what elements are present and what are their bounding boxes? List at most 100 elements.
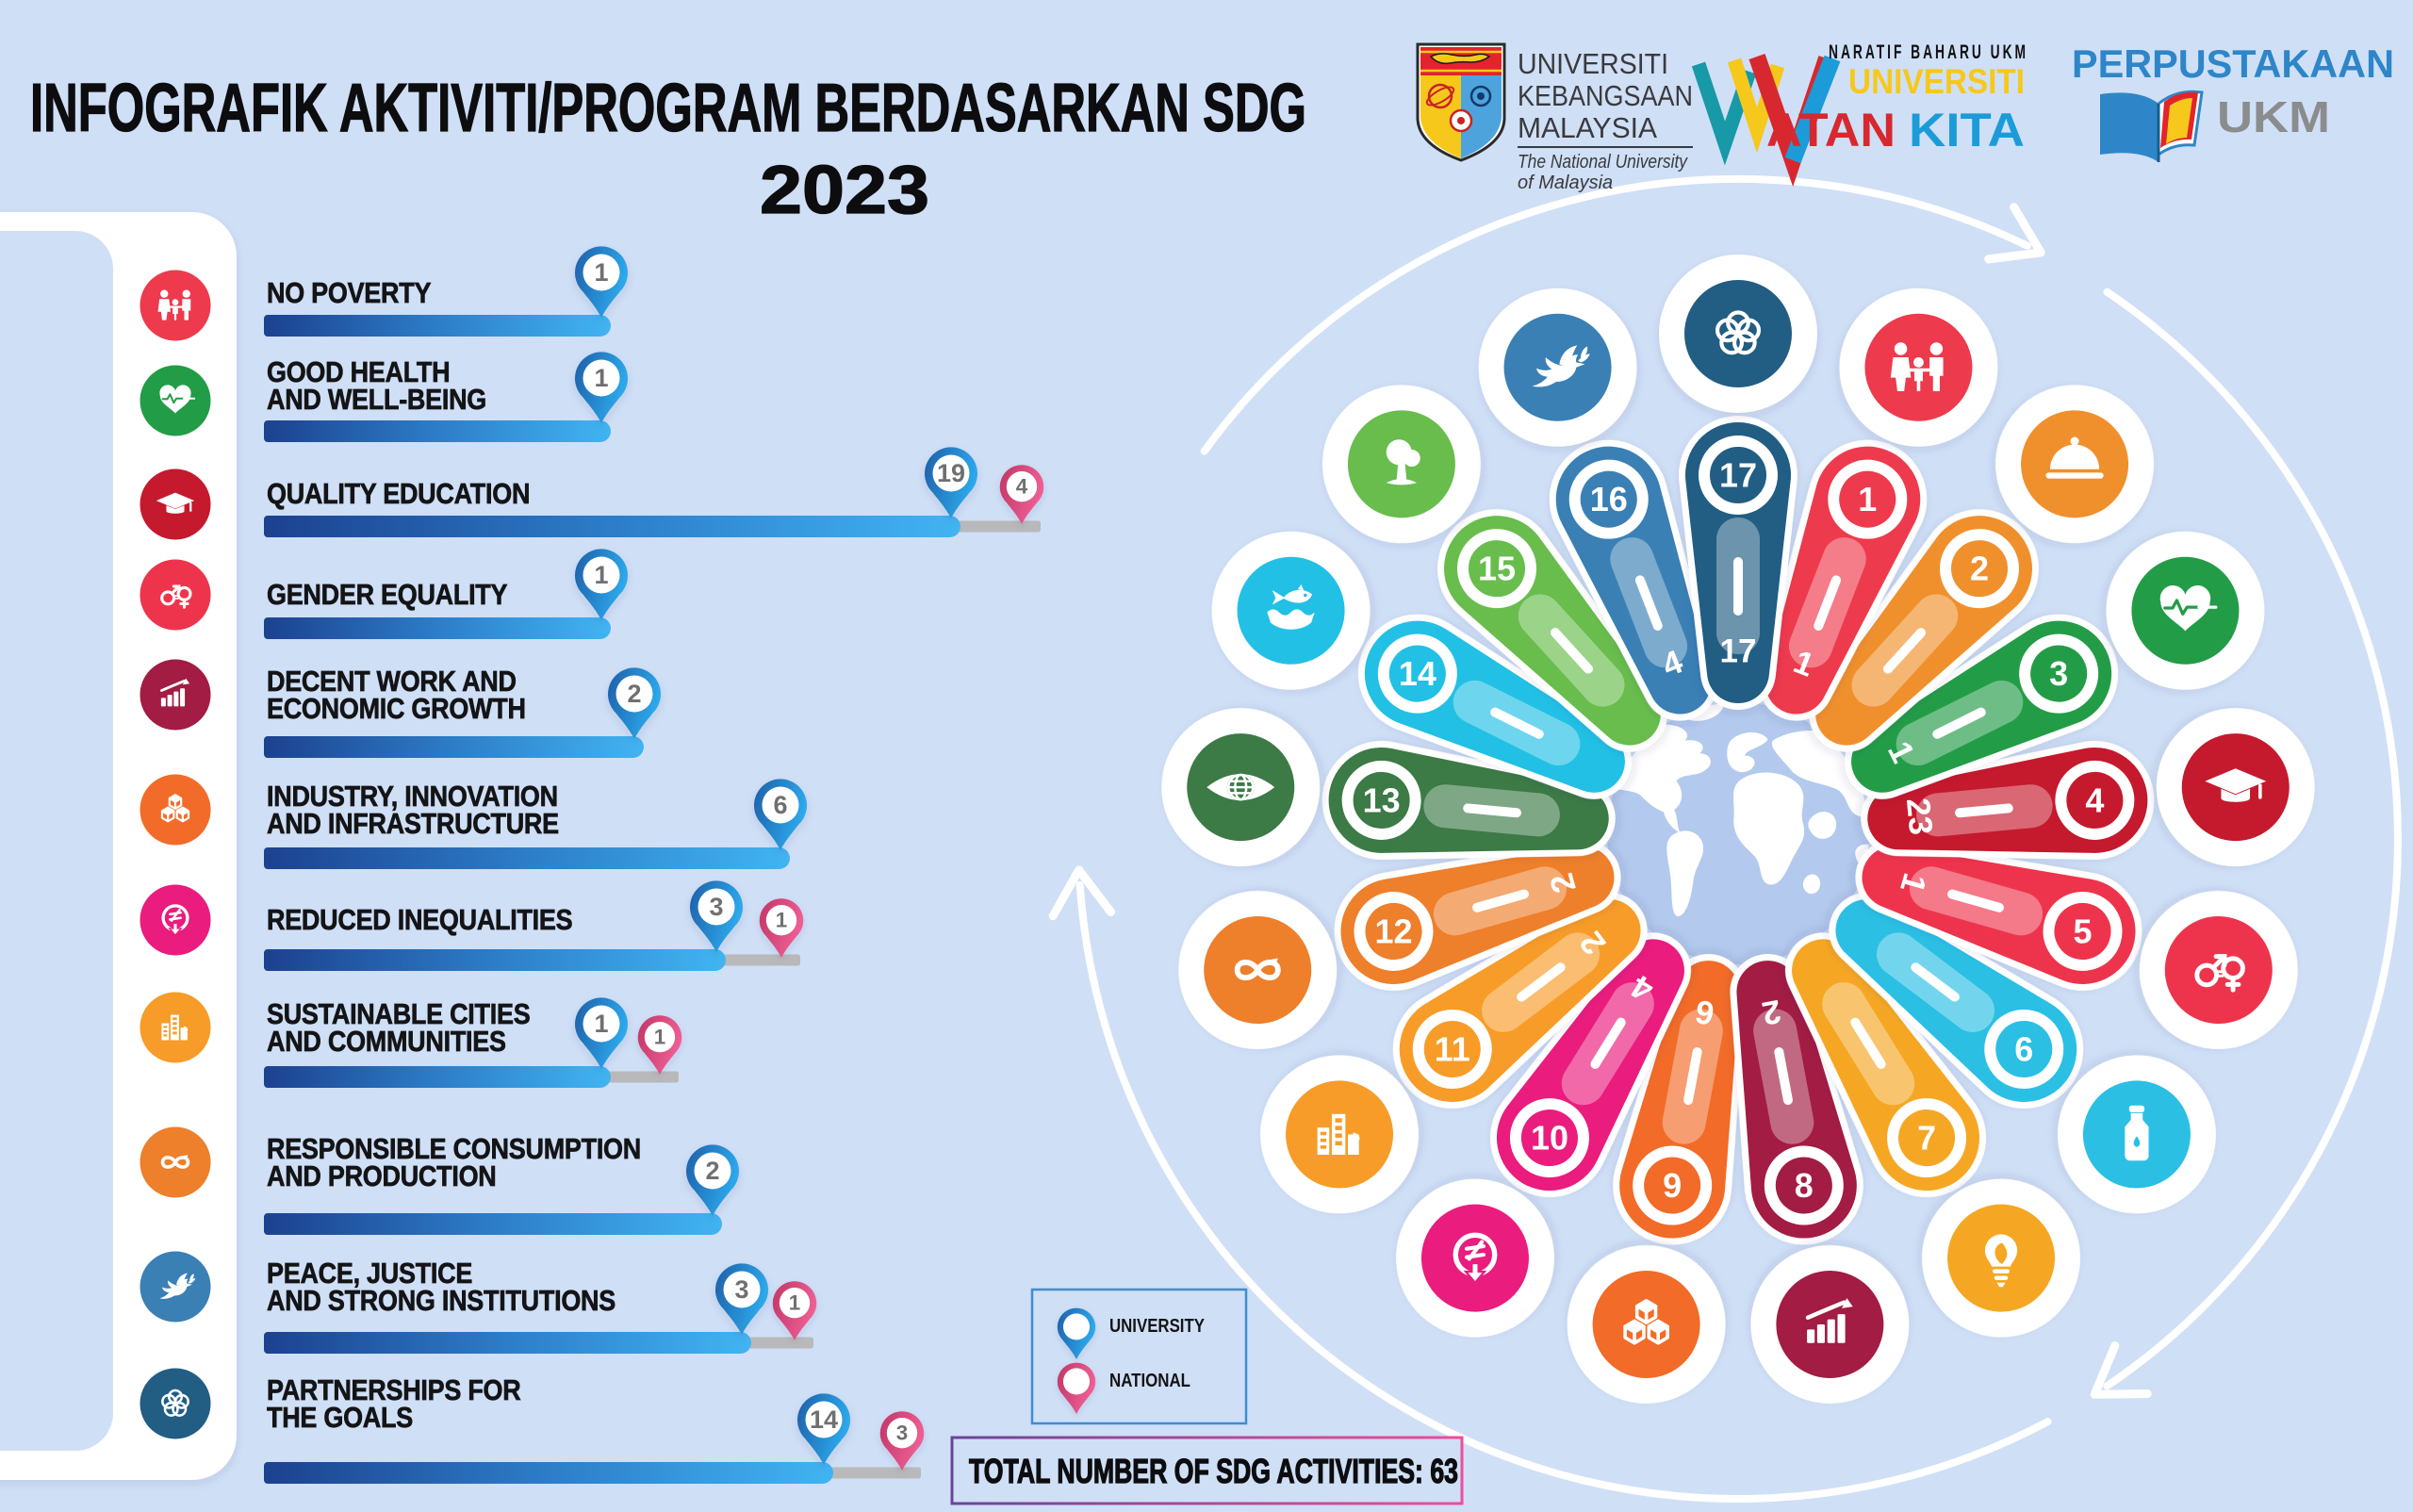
petal-number-sdg5: 5 xyxy=(2073,912,2092,950)
national-bar xyxy=(603,1071,679,1083)
row-label-line: THE GOALS xyxy=(267,1402,413,1434)
cycle-arrowhead-1 xyxy=(1984,203,2045,264)
petal-tick xyxy=(1550,628,1594,674)
ukm-tagline-line2: of Malaysia xyxy=(1518,173,1613,193)
icon-disc xyxy=(2164,916,2273,1025)
legend-national-label: NATIONAL xyxy=(1109,1371,1190,1391)
watan-atan-label: ATAN xyxy=(1766,104,1896,156)
university-bar xyxy=(264,617,611,639)
petal-tick xyxy=(1517,962,1566,1002)
petal-badge-ring xyxy=(1633,1145,1713,1225)
row-icon-sdg3 xyxy=(140,365,211,436)
open-book-icon xyxy=(2100,90,2204,162)
watan-w-icon xyxy=(1691,54,1841,188)
wheel-icon-sdg4 xyxy=(2156,708,2315,867)
university-pin: 6 xyxy=(754,779,807,850)
wheel-icon-sdg2 xyxy=(1995,385,2155,544)
cycle-arc-1 xyxy=(1200,175,2031,455)
row-label-line: AND STRONG INSTITUTIONS xyxy=(267,1285,616,1317)
petal-number-sdg16: 16 xyxy=(1590,480,1628,518)
row-label-line: PEACE, JUSTICE xyxy=(267,1257,472,1290)
petal-sdg5: 15 xyxy=(1855,839,2298,1050)
petal-badge-ring xyxy=(1887,1098,1967,1178)
petal-badge-ring xyxy=(1764,1145,1844,1225)
university-pin-disc xyxy=(616,675,653,713)
row-icon-sdg8 xyxy=(140,659,211,731)
university-pin: 1 xyxy=(575,997,628,1069)
petal-sdg11: 211 xyxy=(1260,893,1648,1214)
ukm-crest-logo: UNIVERSITI KEBANGSAAN MALAYSIA The Natio… xyxy=(1416,42,1693,193)
petal-tick xyxy=(1850,1017,1886,1069)
wheel-icon-sdg12 xyxy=(1178,891,1338,1050)
row-label-line: REDUCED INEQUALITIES xyxy=(267,904,572,936)
petal-sdg14: 14 xyxy=(1211,531,1632,799)
university-bar xyxy=(264,949,726,971)
university-bar xyxy=(264,736,644,758)
petal-badge-ring xyxy=(1568,459,1649,539)
wheel-icon-sdg8 xyxy=(1750,1244,1910,1404)
university-pin-value: 19 xyxy=(937,459,965,487)
row-label-line: ECONOMIC GROWTH xyxy=(267,693,526,725)
petal-sdg13: 13 xyxy=(1161,708,1616,867)
row-icon-sdg4 xyxy=(140,468,211,540)
wheel-icon-sdg13 xyxy=(1161,708,1321,867)
national-bar xyxy=(718,954,800,966)
university-pin-value: 14 xyxy=(810,1405,838,1434)
wheel-icon-sdg10 xyxy=(1395,1178,1554,1338)
petal-badge-ring xyxy=(1412,1010,1492,1090)
petal-badge-ring xyxy=(1341,760,1421,840)
ukm-name-line3: MALAYSIA xyxy=(1518,111,1657,144)
petal-badge-ring xyxy=(1456,529,1536,609)
petal-body xyxy=(1765,446,1921,715)
watan-kita-logo: NARATIF BAHARU UKM UNIVERSITI ATAN KITA xyxy=(1691,41,2025,188)
university-pin: 3 xyxy=(715,1263,768,1335)
national-pin: 4 xyxy=(999,465,1044,524)
continent-8 xyxy=(1808,812,1837,839)
row-icon-sdg9 xyxy=(140,774,211,846)
petal-number-sdg14: 14 xyxy=(1399,654,1436,693)
icon-disc xyxy=(1420,1204,1529,1312)
petal-number-sdg10: 10 xyxy=(1531,1119,1568,1158)
national-pin-value: 1 xyxy=(789,1291,800,1315)
petal-sdg9: 69 xyxy=(1567,954,1747,1404)
national-bar xyxy=(953,520,1041,533)
national-pin-disc xyxy=(1006,470,1038,502)
national-pin-value: 1 xyxy=(776,909,787,932)
total-box: TOTAL NUMBER OF SDG ACTIVITIES: 63 xyxy=(950,1436,1464,1505)
petal-count-sdg4: 23 xyxy=(1899,797,1939,836)
petal-number-sdg17: 17 xyxy=(1719,456,1757,495)
legend-university-pin-disc xyxy=(1062,1313,1091,1340)
petal-tick xyxy=(1814,575,1842,631)
row-label-line: QUALITY EDUCATION xyxy=(267,478,530,510)
cycle-arrowhead-3 xyxy=(1048,865,1115,921)
university-bar xyxy=(264,1462,833,1484)
row-icon-sdg16 xyxy=(140,1251,211,1323)
row-icon-sdg12 xyxy=(140,1126,211,1198)
total-label: TOTAL NUMBER OF SDG ACTIVITIES: 63 xyxy=(969,1452,1458,1490)
row-icon-sdg17 xyxy=(140,1368,211,1439)
row-label-line: AND PRODUCTION xyxy=(267,1160,497,1192)
petal-number-sdg13: 13 xyxy=(1363,781,1401,819)
wheel-icon-sdg7 xyxy=(1922,1178,2081,1338)
petal-tick xyxy=(1946,889,2005,912)
chart-row-sdg5: GENDER EQUALITY 1 xyxy=(140,549,628,639)
university-pin-value: 1 xyxy=(594,561,608,589)
row-icon-sdg1 xyxy=(140,270,211,341)
university-pin-disc xyxy=(762,786,799,824)
row-label-line: AND WELL-BEING xyxy=(267,384,486,416)
ukm-name-line1: UNIVERSITI xyxy=(1518,47,1668,80)
university-pin-disc xyxy=(583,1005,620,1043)
university-pin-disc xyxy=(805,1401,843,1438)
petal-badge-ring xyxy=(1377,633,1457,714)
university-pin: 2 xyxy=(608,667,661,739)
petal-tick xyxy=(1774,1046,1793,1106)
university-pin: 1 xyxy=(575,246,628,318)
petal-body xyxy=(1862,846,2136,984)
petal-tick xyxy=(1590,1017,1626,1069)
national-pin: 3 xyxy=(879,1411,925,1471)
page-title: INFOGRAFIK AKTIVITI/PROGRAM BERDASARKAN … xyxy=(29,70,1306,228)
row-label-line: GOOD HEALTH xyxy=(267,356,450,388)
petal-number-sdg11: 11 xyxy=(1435,1030,1470,1069)
petal-sdg8: 28 xyxy=(1730,954,1910,1404)
